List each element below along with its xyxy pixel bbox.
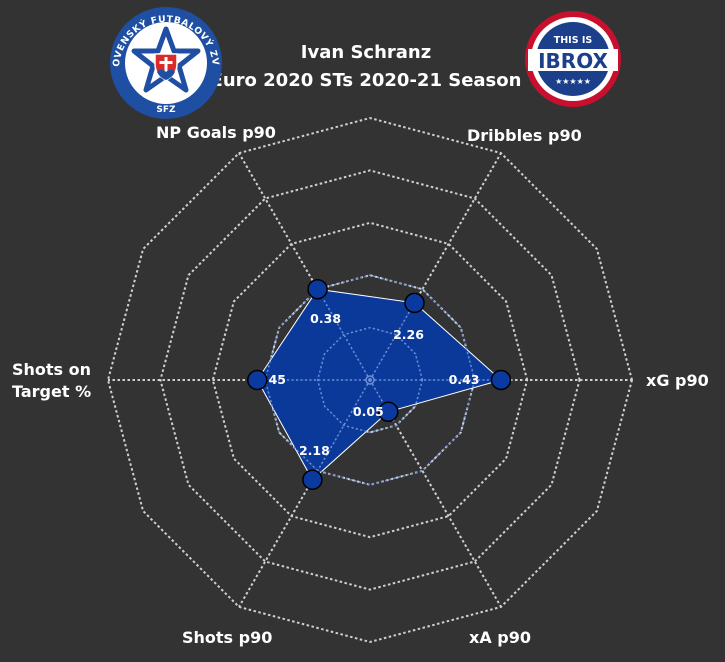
grid-ring <box>159 169 581 591</box>
chart-title: Ivan Schranz <box>301 42 431 63</box>
axis-label: Dribbles p90 <box>467 126 582 145</box>
inner-spoke <box>311 379 371 481</box>
axis-label: NP Goals p90 <box>156 123 276 142</box>
axis-label: xG p90 <box>646 371 709 390</box>
ibrox-top-text: THIS IS <box>554 35 593 46</box>
sfz-bottom-text: SFZ <box>156 105 176 115</box>
center-marker <box>365 375 375 385</box>
value-label: 2.18 <box>299 443 330 458</box>
sfz-crest-logo: SLOVENSKÝ FUTBALOVÝ ZVÄZ SFZ <box>110 7 222 119</box>
inner-spoke <box>369 302 416 381</box>
axis-label-line: Shots p90 <box>182 628 272 647</box>
axis-label: xA p90 <box>469 628 531 647</box>
axis-label: Shots on Target % <box>12 360 91 401</box>
ibrox-stars-icon: ★★★★★ <box>555 77 591 86</box>
grid-spoke <box>369 379 502 608</box>
value-label: 2.26 <box>393 327 424 342</box>
inner-grid-ring <box>316 326 424 434</box>
this-is-ibrox-logo: THIS IS IBROX ★★★★★ <box>525 11 621 107</box>
value-label: 0.38 <box>310 311 341 326</box>
axis-label-line: Shots on <box>12 360 91 379</box>
value-label: 0.43 <box>449 372 480 387</box>
chart-subtitle: Euro 2020 STs 2020-21 Season <box>211 70 522 91</box>
data-point <box>307 278 328 300</box>
data-point <box>378 401 399 423</box>
inner-spoke <box>316 288 371 381</box>
radar-data: 0.43 2.26 0.38 45 2.18 0.05 <box>247 274 512 491</box>
axis-labels: xG p90 Dribbles p90 NP Goals p90 Shots on Ta… <box>12 123 709 647</box>
data-point <box>247 369 268 391</box>
inner-spoke <box>369 379 389 413</box>
grid-spoke <box>369 152 502 381</box>
axis-label: Shots p90 <box>182 628 272 647</box>
data-point <box>404 292 425 314</box>
data-point <box>490 369 512 391</box>
axis-label-line: Target % <box>12 382 91 401</box>
value-label: 45 <box>269 372 286 387</box>
grid-spoke <box>238 152 371 381</box>
sfz-star-icon <box>131 26 201 93</box>
axis-label-line: Dribbles p90 <box>467 126 582 145</box>
axis-label-line: xA p90 <box>469 628 531 647</box>
axis-label-line: NP Goals p90 <box>156 123 276 142</box>
ibrox-main-text: IBROX <box>538 49 608 73</box>
value-label: 0.05 <box>353 404 384 419</box>
data-point <box>302 469 323 491</box>
axis-label-line: xG p90 <box>646 371 709 390</box>
grid-spoke <box>238 379 371 608</box>
